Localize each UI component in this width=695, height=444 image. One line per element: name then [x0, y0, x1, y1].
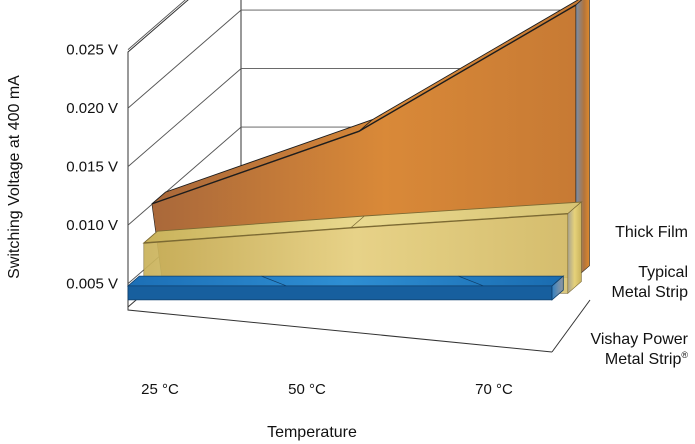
legend: Thick Film Typical Metal Strip Vishay Power… — [590, 224, 688, 368]
y-tick-label: 0.015 V — [66, 159, 118, 176]
y-tick-label: 0.020 V — [66, 100, 118, 117]
y-tick-label: 0.010 V — [66, 217, 118, 234]
series-1 — [142, 201, 583, 294]
registered-mark: ® — [681, 350, 688, 360]
series-side-face — [567, 201, 582, 294]
segment-divider — [350, 215, 365, 229]
gridline — [127, 0, 186, 50]
y-tick-label: 0.005 V — [66, 276, 118, 293]
segment-divider — [261, 275, 287, 287]
x-axis-title: Temperature — [267, 424, 357, 441]
x-tick-label: 25 °C — [141, 381, 179, 398]
series-layer — [126, 0, 590, 301]
y-tick-label: 0.025 V — [66, 42, 118, 59]
y-axis-ticks: 0.005 V 0.010 V 0.015 V 0.020 V 0.025 V — [66, 42, 118, 293]
segment-divider — [458, 275, 484, 287]
y-axis-title: Switching Voltage at 400 mA — [6, 75, 23, 279]
series-2 — [126, 275, 565, 301]
floor-front-edge — [127, 307, 553, 353]
series-line — [143, 213, 568, 244]
x-tick-label: 70 °C — [475, 381, 513, 398]
legend-label: Metal Strip — [612, 284, 689, 301]
legend-label: Metal Strip® — [605, 350, 688, 368]
series-surface — [126, 275, 565, 287]
gridline — [127, 9, 585, 109]
legend-label: Typical — [638, 264, 688, 281]
back-wall-left-edge — [127, 0, 189, 307]
series-line — [151, 4, 577, 205]
series-front-face — [127, 285, 553, 301]
x-tick-label: 50 °C — [288, 381, 326, 398]
floor-right-edge — [551, 299, 591, 353]
legend-label: Thick Film — [615, 224, 688, 241]
legend-label: Vishay Power — [590, 331, 688, 348]
x-axis-ticks: 25 °C 50 °C 70 °C — [141, 381, 513, 398]
series-side-face — [551, 275, 564, 301]
